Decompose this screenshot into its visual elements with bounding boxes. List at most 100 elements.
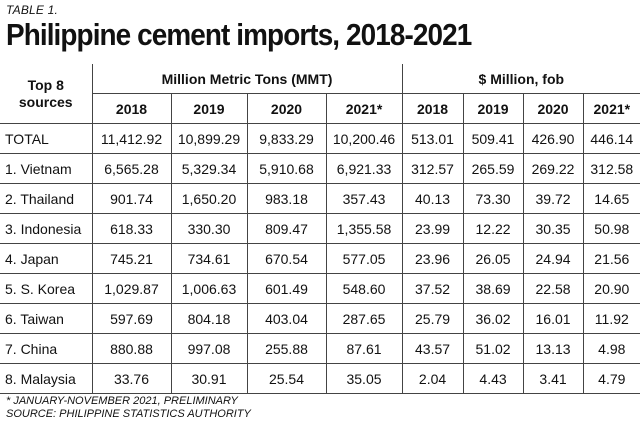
value-group-header: $ Million, fob [401,64,640,94]
mmt-cell: 5,910.68 [246,153,327,184]
footnote-preliminary: * JANUARY-NOVEMBER 2021, PRELIMINARY [6,395,238,407]
usd-cell: 11.92 [582,303,640,334]
usd-cell: 21.56 [582,243,640,274]
year-header: 2021* [582,93,640,124]
mmt-cell: 10,200.46 [325,123,403,154]
year-header: 2019 [462,93,524,124]
source-cell: 8. Malaysia [0,363,93,394]
mmt-cell: 734.61 [170,243,248,274]
usd-cell: 26.05 [462,243,524,274]
year-header: 2018 [91,93,172,124]
mmt-cell: 6,921.33 [325,153,403,184]
table-body: TOTAL 11,412.92 10,899.29 9,833.29 10,200.46… [0,123,640,394]
source-cell: 4. Japan [0,243,93,274]
table-row: 3. Indonesia 618.33 330.30 809.47 1,355.58 23… [0,213,640,244]
mmt-cell: 33.76 [91,363,172,394]
header-row-groups: Top 8 sources Million Metric Tons (MMT) … [0,64,640,124]
sources-header: Top 8 sources [0,64,93,124]
usd-cell: 38.69 [462,273,524,304]
usd-cell: 20.90 [582,273,640,304]
sources-header-line1: Top 8 [27,76,64,93]
table-row: 6. Taiwan 597.69 804.18 403.04 287.65 25.79 36… [0,303,640,334]
mmt-cell: 30.91 [170,363,248,394]
year-header: 2020 [246,93,327,124]
usd-cell: 265.59 [462,153,524,184]
usd-cell: 40.13 [401,183,464,214]
mmt-cell: 255.88 [246,333,327,364]
year-header: 2021* [325,93,403,124]
volume-group-header: Million Metric Tons (MMT) [91,64,403,94]
mmt-cell: 287.65 [325,303,403,334]
year-header: 2018 [401,93,464,124]
usd-cell: 4.79 [582,363,640,394]
usd-cell: 37.52 [401,273,464,304]
mmt-cell: 670.54 [246,243,327,274]
mmt-cell: 87.61 [325,333,403,364]
table-row: TOTAL 11,412.92 10,899.29 9,833.29 10,200.46… [0,123,640,154]
usd-cell: 509.41 [462,123,524,154]
usd-cell: 25.79 [401,303,464,334]
year-header: 2019 [170,93,248,124]
usd-cell: 426.90 [522,123,584,154]
mmt-cell: 804.18 [170,303,248,334]
source-cell: 1. Vietnam [0,153,93,184]
mmt-cell: 11,412.92 [91,123,172,154]
mmt-cell: 9,833.29 [246,123,327,154]
table-row: 1. Vietnam 6,565.28 5,329.34 5,910.68 6,921.… [0,153,640,184]
mmt-cell: 1,355.58 [325,213,403,244]
mmt-cell: 997.08 [170,333,248,364]
mmt-cell: 6,565.28 [91,153,172,184]
mmt-cell: 880.88 [91,333,172,364]
mmt-cell: 809.47 [246,213,327,244]
header-row-years: 2018 2019 2020 2021* 2018 2019 2020 2021… [0,93,640,124]
usd-cell: 43.57 [401,333,464,364]
usd-cell: 14.65 [582,183,640,214]
source-cell: 3. Indonesia [0,213,93,244]
mmt-cell: 901.74 [91,183,172,214]
usd-cell: 24.94 [522,243,584,274]
usd-cell: 13.13 [522,333,584,364]
usd-cell: 22.58 [522,273,584,304]
usd-cell: 446.14 [582,123,640,154]
usd-cell: 23.99 [401,213,464,244]
usd-cell: 12.22 [462,213,524,244]
mmt-cell: 577.05 [325,243,403,274]
usd-cell: 513.01 [401,123,464,154]
table-row: 8. Malaysia 33.76 30.91 25.54 35.05 2.04 4.43 3… [0,363,640,394]
mmt-cell: 330.30 [170,213,248,244]
mmt-cell: 10,899.29 [170,123,248,154]
usd-cell: 16.01 [522,303,584,334]
mmt-cell: 601.49 [246,273,327,304]
source-cell: TOTAL [0,123,93,154]
mmt-cell: 1,006.63 [170,273,248,304]
source-cell: 2. Thailand [0,183,93,214]
table-row: 4. Japan 745.21 734.61 670.54 577.05 23.96 26.… [0,243,640,274]
usd-cell: 39.72 [522,183,584,214]
mmt-cell: 357.43 [325,183,403,214]
usd-cell: 2.04 [401,363,464,394]
mmt-cell: 1,029.87 [91,273,172,304]
usd-cell: 312.58 [582,153,640,184]
usd-cell: 3.41 [522,363,584,394]
mmt-cell: 745.21 [91,243,172,274]
usd-cell: 36.02 [462,303,524,334]
table-row: 5. S. Korea 1,029.87 1,006.63 601.49 548.60 3… [0,273,640,304]
usd-cell: 269.22 [522,153,584,184]
usd-cell: 4.43 [462,363,524,394]
usd-cell: 51.02 [462,333,524,364]
mmt-cell: 597.69 [91,303,172,334]
usd-cell: 50.98 [582,213,640,244]
footnote: * JANUARY-NOVEMBER 2021, PRELIMINARY SOU… [6,395,251,421]
table-label: TABLE 1. [6,3,59,17]
mmt-cell: 1,650.20 [170,183,248,214]
source-cell: 6. Taiwan [0,303,93,334]
mmt-cell: 983.18 [246,183,327,214]
mmt-cell: 35.05 [325,363,403,394]
page-title: Philippine cement imports, 2018-2021 [6,17,472,52]
usd-cell: 73.30 [462,183,524,214]
mmt-cell: 25.54 [246,363,327,394]
year-header: 2020 [522,93,584,124]
mmt-cell: 548.60 [325,273,403,304]
mmt-cell: 618.33 [91,213,172,244]
